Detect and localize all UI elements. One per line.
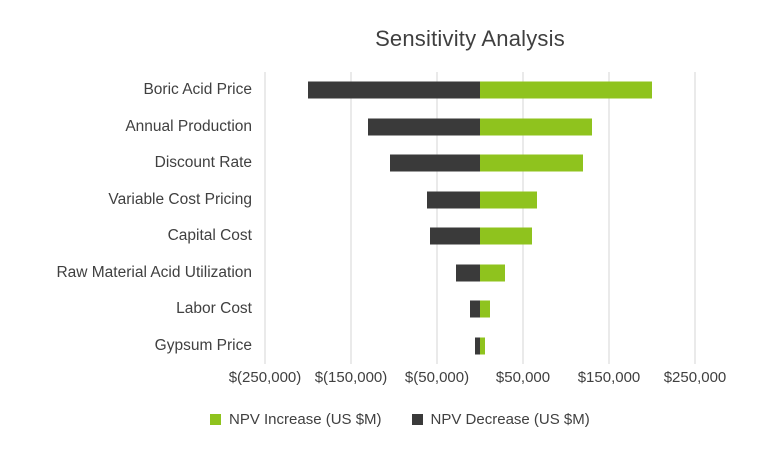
npv-increase-bar — [480, 154, 584, 172]
plot-area — [264, 72, 696, 364]
category-label: Raw Material Acid Utilization — [56, 263, 252, 281]
gridlines — [264, 72, 696, 364]
bar-row — [265, 109, 695, 146]
npv-increase-bar — [480, 118, 592, 136]
npv-decrease-bar — [469, 300, 480, 318]
npv-increase-bar — [480, 227, 533, 245]
x-tick-label: $150,000 — [577, 369, 641, 386]
npv-decrease-bar — [426, 191, 480, 209]
npv-increase-bar — [480, 300, 491, 318]
legend-label-npv-decrease: NPV Decrease (US $M) — [430, 410, 590, 428]
legend: NPV Increase (US $M) NPV Decrease (US $M… — [165, 407, 768, 431]
bar-row — [265, 218, 695, 255]
x-tick-label: $250,000 — [663, 369, 727, 386]
legend-item-npv-decrease: NPV Decrease (US $M) — [411, 410, 590, 428]
gridline — [694, 72, 696, 364]
gridline — [608, 72, 610, 364]
bar-row — [265, 145, 695, 182]
category-label: Annual Production — [125, 117, 252, 135]
npv-increase-bar — [480, 191, 537, 209]
npv-increase-bar — [480, 264, 505, 282]
bar-row — [265, 255, 695, 292]
x-tick-label: $(250,000) — [228, 369, 302, 386]
legend-swatch-decrease-icon — [411, 413, 423, 425]
chart-title: Sensitivity Analysis — [375, 26, 565, 51]
bar-rows — [265, 72, 695, 364]
legend-item-npv-increase: NPV Increase (US $M) — [210, 411, 382, 428]
x-tick-label: $(50,000) — [404, 369, 470, 386]
bar-row — [265, 328, 695, 365]
y-axis-labels: Boric Acid Price Annual Production Discoun… — [0, 72, 252, 364]
bar-row — [265, 291, 695, 328]
gridline — [264, 72, 266, 364]
npv-increase-bar — [480, 337, 486, 355]
npv-decrease-bar — [308, 81, 480, 99]
bar-row — [265, 182, 695, 219]
category-label: Labor Cost — [176, 300, 252, 318]
category-label: Capital Cost — [167, 227, 252, 245]
npv-increase-bar — [480, 81, 652, 99]
category-label: Boric Acid Price — [143, 81, 252, 99]
x-tick-label: $(150,000) — [314, 369, 388, 386]
legend-swatch-increase-icon — [210, 413, 221, 425]
gridline — [350, 72, 352, 364]
x-axis-labels: $(250,000) $(150,000) $(50,000) $50,000 $150… — [229, 369, 727, 389]
legend-label-npv-increase: NPV Increase (US $M) — [229, 410, 382, 428]
npv-decrease-bar — [389, 154, 480, 172]
npv-decrease-bar — [455, 264, 480, 282]
npv-decrease-bar — [430, 227, 480, 245]
gridline — [522, 72, 524, 364]
bar-row — [265, 72, 695, 109]
x-tick-label: $50,000 — [495, 369, 551, 386]
npv-decrease-bar — [368, 118, 480, 136]
gridline — [436, 72, 438, 364]
category-label: Discount Rate — [154, 154, 252, 172]
category-label: Variable Cost Pricing — [108, 190, 252, 208]
category-label: Gypsum Price — [154, 336, 252, 354]
npv-decrease-bar — [474, 337, 480, 355]
